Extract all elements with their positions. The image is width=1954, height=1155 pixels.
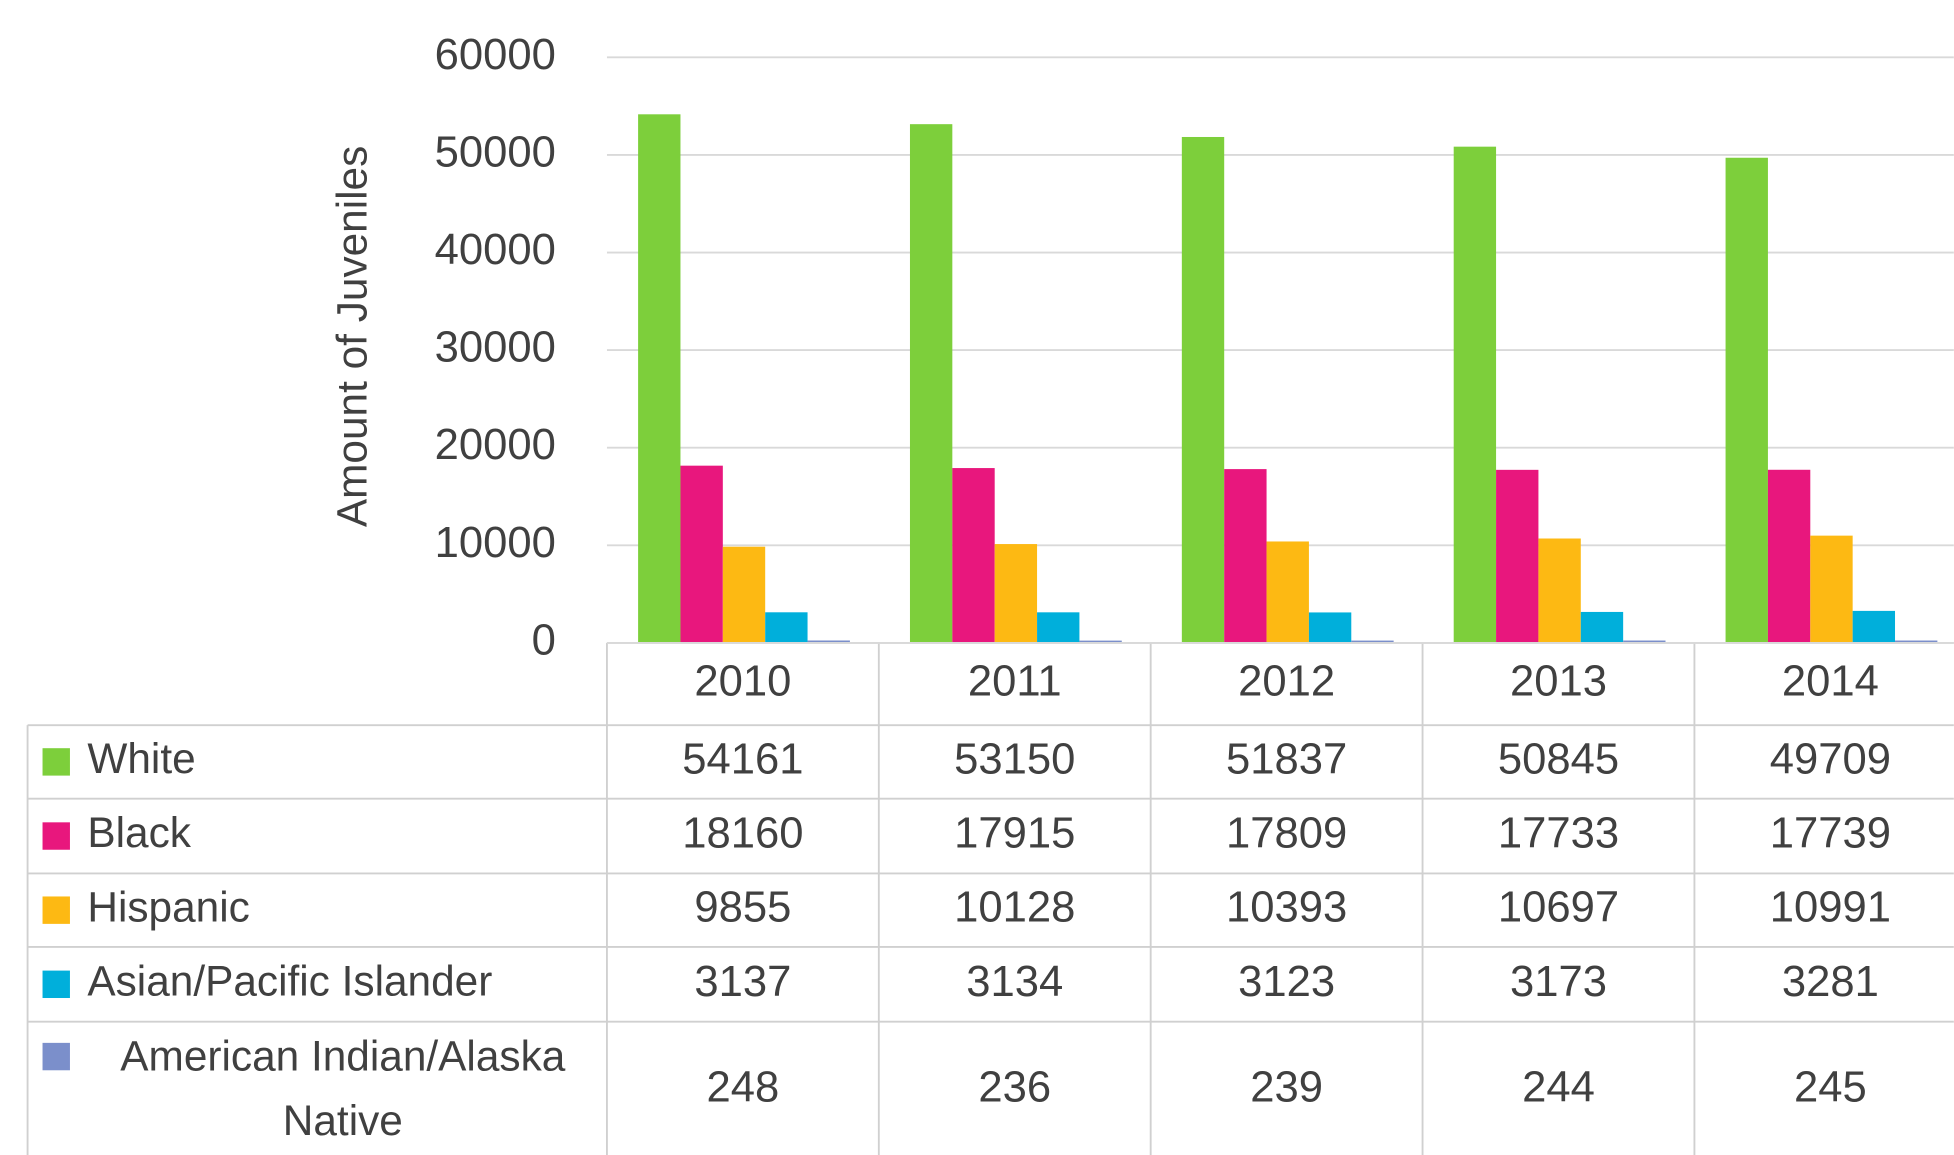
- y-tick-label: 20000: [435, 421, 556, 469]
- bar: [1895, 640, 1938, 643]
- bar: [1580, 611, 1624, 643]
- legend-swatch: [42, 970, 70, 999]
- bar: [1538, 538, 1581, 643]
- bar: [1037, 612, 1080, 643]
- table-value: 245: [1794, 1064, 1867, 1112]
- table-value: 3134: [966, 958, 1063, 1006]
- table-value: 236: [978, 1064, 1051, 1112]
- table-value: 10128: [954, 884, 1075, 932]
- table-value: 248: [707, 1064, 780, 1112]
- y-tick-label: 40000: [435, 226, 556, 274]
- table-value: 17915: [954, 810, 1075, 858]
- bar: [1852, 610, 1896, 643]
- y-axis-label: Amount of Juveniles: [328, 146, 375, 527]
- table-value: 51837: [1226, 735, 1347, 783]
- legend-swatch: [42, 748, 70, 776]
- table-value: 10991: [1770, 884, 1891, 932]
- y-tick-label: 10000: [435, 519, 556, 567]
- bar: [1725, 157, 1768, 643]
- bar: [1266, 541, 1309, 643]
- bar: [1079, 640, 1122, 643]
- bar: [1453, 146, 1497, 643]
- table-value: 239: [1250, 1064, 1323, 1112]
- legend-label: Black: [87, 809, 191, 856]
- bar: [1623, 640, 1666, 643]
- table-value: 17733: [1498, 810, 1619, 858]
- x-tick-label: 2013: [1510, 658, 1607, 706]
- table-value: 10697: [1498, 884, 1619, 932]
- bar: [1767, 469, 1811, 643]
- table-value: 50845: [1498, 735, 1619, 783]
- table-value: 18160: [682, 810, 803, 858]
- table-value: 10393: [1226, 884, 1347, 932]
- legend-label: American Indian/Alaska Native: [120, 1032, 566, 1146]
- legend-label: Hispanic: [87, 883, 249, 930]
- y-tick-label: 50000: [435, 128, 556, 176]
- bar: [765, 612, 808, 643]
- legend-label-box: American Indian/Alaska Native: [120, 1032, 566, 1146]
- table-value: 17809: [1226, 810, 1347, 858]
- legend-swatch: [42, 1042, 70, 1071]
- y-tick-label: 0: [532, 616, 556, 664]
- legend-label: Asian/Pacific Islander: [87, 957, 492, 1004]
- x-tick-label: 2014: [1782, 658, 1879, 706]
- table-value: 54161: [682, 735, 803, 783]
- x-tick-label: 2011: [968, 658, 1062, 706]
- table-value: 17739: [1770, 810, 1891, 858]
- bar: [1351, 640, 1394, 643]
- bar: [952, 468, 995, 643]
- y-tick-label: 60000: [435, 31, 556, 79]
- table-value: 3281: [1782, 958, 1879, 1006]
- bar: [1308, 612, 1352, 643]
- table-value: 3173: [1510, 958, 1607, 1006]
- legend-label: White: [87, 735, 195, 782]
- table-value: 3137: [694, 958, 791, 1006]
- bar: [994, 544, 1038, 643]
- bar: [1224, 469, 1267, 643]
- legend-swatch: [42, 822, 70, 850]
- legend-swatch: [42, 896, 70, 924]
- bar: [638, 114, 681, 643]
- x-tick-label: 2012: [1238, 658, 1335, 706]
- bar: [807, 640, 850, 643]
- table-value: 3123: [1238, 958, 1335, 1006]
- bar: [1181, 136, 1225, 643]
- table-value: 49709: [1770, 735, 1891, 783]
- table-value: 53150: [954, 735, 1075, 783]
- x-tick-label: 2010: [694, 658, 791, 706]
- table-value: 9855: [694, 884, 791, 932]
- bar: [1810, 535, 1853, 643]
- y-tick-label: 30000: [435, 324, 556, 372]
- bar: [680, 465, 723, 643]
- bar: [1496, 469, 1539, 643]
- bar: [909, 124, 953, 643]
- bar: [722, 546, 766, 643]
- table-value: 244: [1522, 1064, 1595, 1112]
